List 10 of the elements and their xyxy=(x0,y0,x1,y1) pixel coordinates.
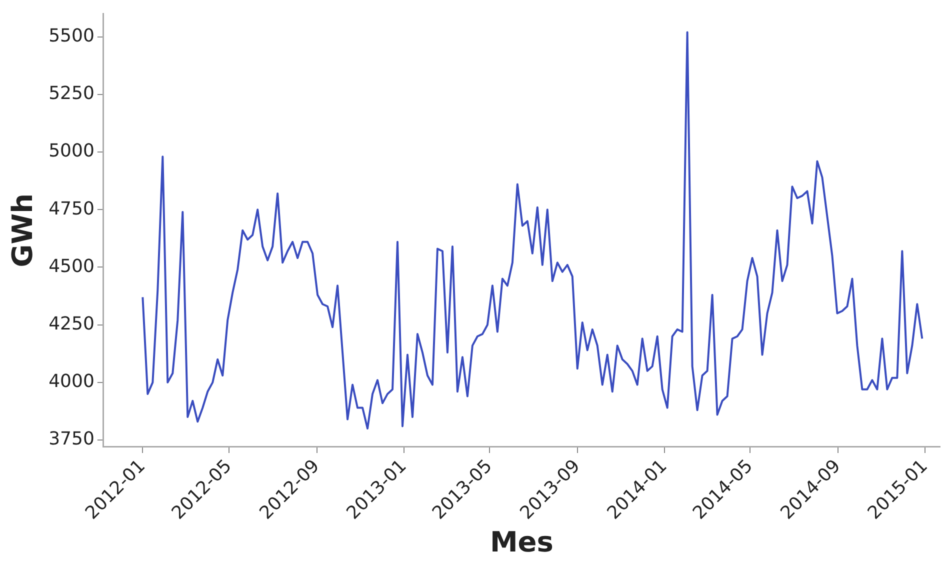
y-tick-label: 4500 xyxy=(48,256,94,277)
y-tick-label: 4750 xyxy=(48,198,94,220)
y-tick-label: 4000 xyxy=(48,371,94,392)
y-tick-label: 5000 xyxy=(48,140,94,162)
y-tick-label: 5500 xyxy=(48,26,94,47)
y-axis-title: GWh xyxy=(6,193,40,268)
y-tick-label: 5250 xyxy=(48,83,94,104)
y-tick-label: 4250 xyxy=(48,314,94,335)
y-tick-label: 3750 xyxy=(48,428,94,450)
x-axis-title: Mes xyxy=(490,525,554,558)
